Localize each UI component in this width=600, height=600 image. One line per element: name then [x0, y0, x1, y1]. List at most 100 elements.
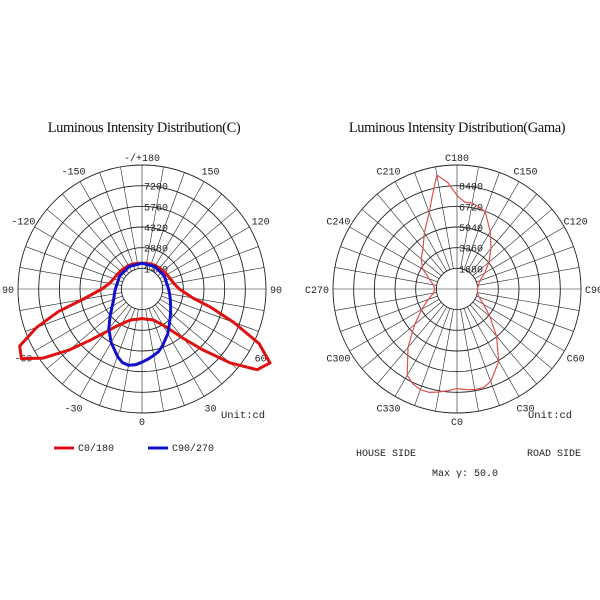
- chart-c-title: Luminous Intensity Distribution(C): [48, 120, 241, 136]
- chart-gama-spoke-240: [349, 226, 440, 279]
- chart-gama-spoke-210: [394, 181, 447, 272]
- chart-gama-spoke-20: [463, 308, 500, 406]
- chart-gama-spoke-350: [435, 309, 454, 412]
- chart-c-ring-label-4320: 4320: [144, 224, 168, 235]
- chart-c-spoke-160: [148, 172, 185, 270]
- chart-gama-title: Luminous Intensity Distribution(Gama): [349, 120, 566, 136]
- chart-gama-angle-label-C210: C210: [376, 167, 400, 178]
- chart-c-spoke-280: [19, 292, 122, 311]
- chart-c-spoke-260: [19, 267, 122, 286]
- chart-c-angle-label--150: -150: [61, 167, 85, 178]
- chart-gama-spoke-220: [377, 193, 444, 274]
- chart-c-ring-label-2880: 2880: [144, 245, 168, 256]
- chart-gama-angle-label-C30: C30: [516, 405, 534, 416]
- chart-gama-ring-label-6720: 6720: [459, 203, 483, 214]
- polar-chart-gama: 1680 3360 5040 6720 8400 C180 C210 C150 C240 C120…: [305, 154, 600, 429]
- chart-c-spoke-20: [148, 308, 185, 406]
- chart-c-spoke-110: [161, 246, 259, 283]
- chart-c-ring-label-1440: 1440: [144, 265, 168, 276]
- legend-label-c90-270: C90/270: [172, 443, 214, 455]
- chart-c-spoke-40: [155, 304, 222, 385]
- chart-gama-spoke-110: [476, 246, 574, 283]
- chart-gama-spoke-250: [340, 246, 438, 283]
- chart-gama-angle-label-C90: C90: [585, 286, 600, 297]
- chart-c-spoke-250: [25, 246, 123, 283]
- chart-gama-ring-label-3360: 3360: [459, 245, 483, 256]
- chart-gama-unit-label: Unit:cd: [528, 410, 572, 422]
- chart-gama-spoke-280: [334, 292, 437, 311]
- chart-c-spoke-310: [46, 302, 127, 369]
- chart-c-spoke-130: [157, 209, 238, 276]
- chart-gama-spoke-10: [460, 309, 479, 412]
- chart-gama-spoke-50: [472, 302, 553, 369]
- chart-gama-spoke-330: [394, 306, 447, 397]
- chart-gama-angle-label-C330: C330: [376, 405, 400, 416]
- chart-gama-angle-label-C300: C300: [326, 355, 350, 366]
- chart-c-angle-label--180: -/+180: [124, 153, 160, 165]
- chart-gama-angle-label-C270: C270: [305, 286, 329, 297]
- chart-c-series-c0-180: [18, 261, 272, 372]
- chart-gama-ring-label-8400: 8400: [459, 183, 483, 194]
- chart-c-spoke-350: [120, 309, 139, 412]
- chart-c-spoke-170: [145, 166, 164, 269]
- chart-c-spoke-100: [162, 267, 265, 286]
- polar-chart-c: 1440 2880 4320 5760 7200 -/+180 -150 150 -120 120…: [0, 153, 282, 429]
- chart-c-angle-label-0: 0: [139, 418, 145, 429]
- chart-c-spoke-190: [120, 166, 139, 269]
- chart-gama-angle-label-C240: C240: [326, 218, 350, 229]
- chart-gama-spoke-160: [463, 172, 500, 270]
- chart-c-spoke-140: [155, 193, 222, 274]
- chart-c-spoke-10: [145, 309, 164, 412]
- chart-c-unit-label: Unit:cd: [221, 410, 265, 422]
- chart-gama-ring-label-5040: 5040: [459, 224, 483, 235]
- chart-c-spoke-150: [152, 181, 205, 272]
- chart-gama-spoke-170: [460, 166, 479, 269]
- chart-gama-spoke-290: [340, 295, 438, 332]
- chart-c-angle-label--90: -90: [0, 286, 14, 297]
- chart-c-spoke-210: [79, 181, 132, 272]
- chart-c-spoke-30: [152, 306, 205, 397]
- chart-gama-spoke-80: [477, 292, 580, 311]
- chart-c-spoke-120: [159, 226, 250, 279]
- chart-c-angle-label-90: 90: [270, 286, 282, 297]
- chart-gama-spoke-230: [361, 209, 442, 276]
- chart-c-spoke-300: [34, 299, 125, 352]
- chart-gama-angle-label-C120: C120: [564, 218, 588, 229]
- chart-gama-spoke-320: [377, 304, 444, 385]
- legend-label-c0-180: C0/180: [78, 443, 114, 455]
- chart-c-spoke-320: [62, 304, 129, 385]
- chart-gama-angle-label-C0: C0: [451, 418, 463, 429]
- chart-gama-ring-label-1680: 1680: [459, 265, 483, 276]
- legend: C0/180 C90/270: [54, 443, 214, 455]
- chart-c-angle-label--30: -30: [64, 405, 82, 416]
- chart-c-spoke-200: [99, 172, 136, 270]
- chart-c-spoke-60: [159, 299, 250, 352]
- chart-gama-angle-label-C60: C60: [567, 355, 585, 366]
- chart-gama-spoke-130: [472, 209, 553, 276]
- chart-gama-spoke-200: [414, 172, 451, 270]
- road-side-label: ROAD SIDE: [527, 449, 581, 460]
- chart-gama-spoke-70: [476, 295, 574, 332]
- chart-gama-spoke-190: [435, 166, 454, 269]
- chart-gama-angle-label-C150: C150: [513, 167, 537, 178]
- chart-gama-spoke-260: [334, 267, 437, 286]
- chart-gama-spoke-30: [467, 306, 520, 397]
- chart-c-ring-label-7200: 7200: [144, 183, 168, 194]
- chart-c-angle-label-120: 120: [252, 218, 270, 229]
- chart-c-ring-label-5760: 5760: [144, 203, 168, 214]
- chart-gama-spoke-300: [349, 299, 440, 352]
- chart-c-spoke-220: [62, 193, 129, 274]
- chart-gama-spoke-120: [474, 226, 565, 279]
- chart-gama-spoke-150: [467, 181, 520, 272]
- chart-c-angle-label-30: 30: [204, 405, 216, 416]
- chart-c-spoke-240: [34, 226, 125, 279]
- chart-gama-spoke-40: [470, 304, 537, 385]
- chart-gama-spoke-60: [474, 299, 565, 352]
- chart-c-angle-label-60: 60: [255, 355, 267, 366]
- chart-gama-spoke-100: [477, 267, 580, 286]
- chart-gama-spoke-310: [361, 302, 442, 369]
- chart-c-spoke-70: [161, 295, 259, 332]
- chart-gama-series-gamma-50-0: [406, 174, 500, 393]
